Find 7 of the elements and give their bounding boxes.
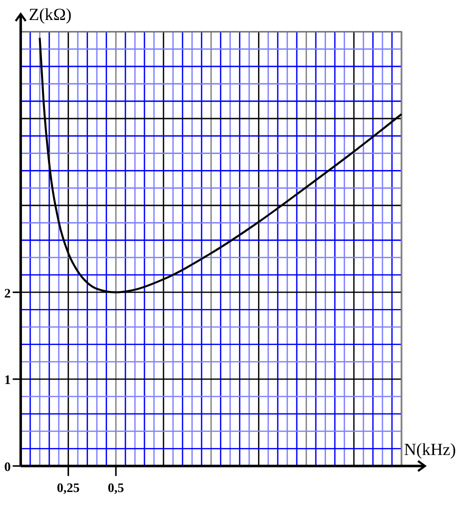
y-axis-title: Z(kΩ) xyxy=(28,5,72,24)
x-tick-label: 0,5 xyxy=(108,480,125,495)
y-tick-label: 0 xyxy=(4,459,11,474)
y-tick-label: 1 xyxy=(4,372,11,388)
x-axis-title: N(kHz) xyxy=(404,440,456,459)
y-tick-label: 2 xyxy=(4,285,11,300)
x-tick-label: 0,25 xyxy=(56,480,80,495)
